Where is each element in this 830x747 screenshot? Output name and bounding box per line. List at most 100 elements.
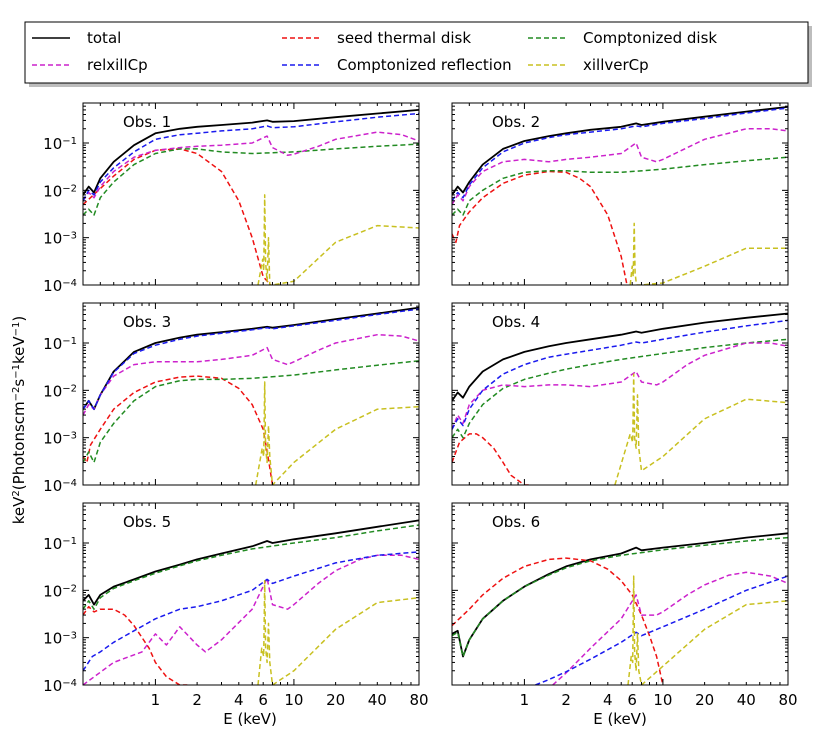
y-tick-label: 10−2 xyxy=(43,582,77,600)
x-tick-label: 20 xyxy=(695,691,714,709)
panel-obs-6: 1 2 4 6 10 20 40 80 Obs. 6 xyxy=(451,502,798,709)
legend-label-xillvercp: xillverCp xyxy=(583,56,649,74)
panel-title: Obs. 2 xyxy=(492,113,540,131)
series-relxillcp-obs-5 xyxy=(83,554,419,685)
series-comptonized-disk-obs-5 xyxy=(83,524,419,610)
axes-frame xyxy=(451,302,789,486)
series-comptonized-disk-obs-3 xyxy=(83,360,419,464)
x-tick-label: 80 xyxy=(409,691,428,709)
y-label-unit: (Photonscm xyxy=(10,401,28,490)
series-seed-thermal-disk-obs-2 xyxy=(452,170,628,285)
legend-label-seed-thermal-disk: seed thermal disk xyxy=(337,29,471,47)
x-tick-label: 40 xyxy=(368,691,387,709)
y-tick-label: 10−1 xyxy=(43,135,77,153)
panel-title: Obs. 6 xyxy=(492,513,540,531)
y-label-sup-a: −2 xyxy=(11,387,22,402)
panel-obs-4: Obs. 4 xyxy=(451,302,789,486)
series-seed-thermal-disk-obs-3 xyxy=(83,375,274,485)
axes-frame xyxy=(451,502,789,686)
series-xillvercp-obs-2 xyxy=(629,222,788,285)
panel-obs-3: 10−4 10−3 10−2 10−1 Obs. 3 xyxy=(43,302,420,495)
y-label-mid: s xyxy=(10,379,28,387)
legend-label-relxillcp: relxillCp xyxy=(87,56,148,74)
x-tick-label: 4 xyxy=(234,691,244,709)
series-comptonized-reflection-obs-5 xyxy=(83,551,419,672)
axes-frame xyxy=(82,502,420,686)
y-tick-label: 10−3 xyxy=(43,430,77,448)
series-total-obs-1 xyxy=(83,109,419,196)
series-seed-thermal-disk-obs-1 xyxy=(83,148,272,285)
x-tick-label: 10 xyxy=(653,691,672,709)
x-axis-label-left: E (keV) xyxy=(223,710,277,728)
y-label-close: ) xyxy=(10,316,28,322)
legend-label-comptonized-reflection: Comptonized reflection xyxy=(337,56,512,74)
legend: total seed thermal disk Comptonized disk re… xyxy=(24,21,812,87)
series-total-obs-2 xyxy=(452,106,788,196)
panel-obs-1: 10−4 10−3 10−2 10−1 Obs. 1 xyxy=(43,102,420,295)
series-xillvercp-obs-6 xyxy=(627,575,788,685)
series-comptonized-reflection-obs-6 xyxy=(535,575,788,685)
y-label-prefix: keV xyxy=(10,496,28,524)
axes-frame xyxy=(451,102,789,286)
x-tick-label: 10 xyxy=(284,691,303,709)
series-xillvercp-obs-4 xyxy=(614,373,788,485)
series-seed-thermal-disk-obs-5 xyxy=(83,605,188,685)
legend-label-comptonized-disk: Comptonized disk xyxy=(583,29,717,47)
y-tick-label: 10−4 xyxy=(43,277,77,295)
x-tick-label: 1 xyxy=(151,691,161,709)
series-relxillcp-obs-3 xyxy=(83,333,419,416)
panel-obs-5: 10−4 10−3 10−2 10−1 1 2 4 6 10 20 40 80 Obs. 5 xyxy=(43,502,429,709)
x-tick-label: 40 xyxy=(737,691,756,709)
series-relxillcp-obs-1 xyxy=(83,131,419,202)
x-tick-label: 2 xyxy=(561,691,571,709)
x-tick-label: 6 xyxy=(258,691,268,709)
y-tick-label: 10−4 xyxy=(43,677,77,695)
series-xillvercp-obs-1 xyxy=(257,194,419,285)
y-tick-label: 10−4 xyxy=(43,477,77,495)
axes-frame xyxy=(82,302,420,486)
series-relxillcp-obs-2 xyxy=(452,128,788,205)
panel-title: Obs. 5 xyxy=(123,513,171,531)
series-seed-thermal-disk-obs-6 xyxy=(452,557,664,685)
series-comptonized-reflection-obs-1 xyxy=(83,112,419,202)
x-tick-label: 80 xyxy=(778,691,797,709)
y-tick-label: 10−2 xyxy=(43,382,77,400)
series-xillvercp-obs-3 xyxy=(254,381,419,485)
y-label-sup-c: −1 xyxy=(11,322,22,337)
y-tick-label: 10−1 xyxy=(43,335,77,353)
series-comptonized-reflection-obs-2 xyxy=(452,107,788,202)
series-comptonized-disk-obs-4 xyxy=(452,338,788,439)
y-tick-label: 10−3 xyxy=(43,630,77,648)
y-tick-label: 10−3 xyxy=(43,230,77,248)
series-comptonized-disk-obs-6 xyxy=(452,536,788,658)
panel-obs-2: Obs. 2 xyxy=(451,102,789,286)
x-tick-label: 2 xyxy=(192,691,202,709)
series-xillvercp-obs-5 xyxy=(257,579,419,685)
series-total-obs-5 xyxy=(83,519,419,606)
series-comptonized-reflection-obs-4 xyxy=(452,319,788,430)
x-axis-label-right: E (keV) xyxy=(593,710,647,728)
y-axis-label: keV2(Photonscm−2s−1keV−1) xyxy=(10,316,28,524)
series-comptonized-disk-obs-2 xyxy=(452,156,788,216)
y-label-sup-b: −1 xyxy=(11,364,22,379)
series-relxillcp-obs-4 xyxy=(452,342,788,430)
y-label-tail: keV xyxy=(10,336,28,364)
series-relxillcp-obs-6 xyxy=(552,571,788,685)
panel-title: Obs. 1 xyxy=(123,113,171,131)
legend-frame xyxy=(24,21,809,84)
x-tick-label: 20 xyxy=(326,691,345,709)
x-tick-label: 6 xyxy=(627,691,637,709)
x-tick-label: 4 xyxy=(603,691,613,709)
series-total-obs-3 xyxy=(83,306,419,411)
series-comptonized-reflection-obs-3 xyxy=(83,308,419,410)
axes-frame xyxy=(82,102,420,286)
y-tick-label: 10−2 xyxy=(43,182,77,200)
legend-label-total: total xyxy=(87,29,121,47)
panel-title: Obs. 4 xyxy=(492,313,540,331)
y-label-sup-2: 2 xyxy=(11,490,22,496)
panel-title: Obs. 3 xyxy=(123,313,171,331)
x-tick-label: 1 xyxy=(520,691,530,709)
series-total-obs-4 xyxy=(452,312,788,402)
series-seed-thermal-disk-obs-4 xyxy=(452,433,531,485)
